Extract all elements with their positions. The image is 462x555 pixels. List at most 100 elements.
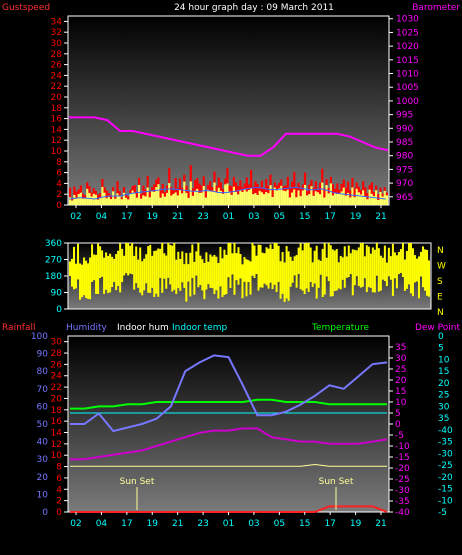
gust-tick-label: 0 [56,201,62,211]
wind-speed-bar [73,194,76,205]
bottom-time-label: 19 [147,519,159,529]
wind-speed-bar [150,191,154,205]
wind-speed-bar [163,196,166,205]
gust-tick-label: 20 [51,93,63,103]
temperature-tick-label: -10 [395,442,410,452]
humidity-tick-label: 0 [42,508,48,518]
gust-tick-label: 24 [51,71,63,81]
wind-speed-bar [284,191,287,205]
wind-speed-bar [308,194,311,205]
wind-speed-bar [377,199,380,205]
baro-tick-label: 1015 [396,56,419,66]
barometer-line [69,116,389,157]
baro-tick-label: 1030 [396,15,419,25]
wind-speed-bar [230,194,233,205]
compass-label: N [437,246,444,256]
wind-speed-bar [118,196,121,205]
wind-speed-bar [291,192,294,205]
wind-speed-bar [312,195,315,205]
wind-speed-bar [129,193,132,205]
rainfall-tick-label: 24 [51,372,63,382]
baro-tick-label: 1025 [396,28,419,38]
sunset-label: Sun Set [319,477,354,487]
top-time-label: 17 [121,212,132,222]
wind-speed-bar [351,187,354,205]
wind-speed-bar [144,196,147,205]
sunset-label: Sun Set [120,477,155,487]
top-time-label: 21 [172,212,183,222]
wind-speed-bar [215,191,218,205]
wind-speed-bar [267,193,270,205]
gust-tick-label: 34 [51,17,63,27]
legend-indoor-temp: Indoor temp [172,323,227,333]
rainfall-tick-label: 2 [56,497,62,507]
gust-tick-label: 16 [51,115,63,125]
baro-tick-label: 980 [396,152,413,162]
wind-speed-bar [362,190,365,205]
wind-speed-bar [353,197,356,205]
wind-speed-bar [191,195,195,205]
wind-speed-bar [355,188,358,205]
wind-speed-bar [176,195,179,205]
wind-speed-bar [125,197,128,205]
baro-tick-label: 1000 [396,97,419,107]
wind-speed-bar [325,185,328,205]
dew-point-tick-label: -20 [438,473,453,483]
bottom-time-label: 21 [172,519,183,529]
bottom-time-label: 05 [274,519,285,529]
bottom-time-label: 23 [197,519,208,529]
wind-speed-bar [200,192,203,205]
wind-speed-bar [211,191,214,205]
wind-speed-bar [142,195,145,205]
wind-speed-bar [234,192,238,205]
wind-speed-bar [172,193,175,205]
rainfall-tick-label: 20 [51,394,63,404]
baro-tick-label: 1010 [396,70,419,80]
wind-speed-bar [114,198,117,205]
top-time-label: 19 [350,212,362,222]
humidity-tick-label: 10 [37,490,49,500]
wind-speed-bar [99,198,102,205]
baro-tick-label: 995 [396,111,413,121]
gust-tick-label: 18 [51,104,63,114]
dew-point-tick-label: -30 [438,449,453,459]
wind-speed-bar [280,185,283,205]
wind-speed-bar [101,186,104,205]
humidity-tick-label: 60 [37,402,49,412]
wind-speed-bar [219,190,223,205]
wind-speed-bar [157,184,160,205]
rainfall-tick-label: 12 [51,440,62,450]
wind-speed-bar [250,188,253,205]
bottom-time-label: 03 [248,519,259,529]
wind-speed-bar [340,191,343,205]
rainfall-tick-label: 18 [51,406,63,416]
temperature-tick-label: 10 [395,398,407,408]
rainfall-tick-label: 10 [51,451,63,461]
dew-point-tick-label: 30 [438,402,450,412]
wind-speed-bar [359,194,363,205]
gust-tick-label: 14 [51,125,63,135]
top-time-label: 15 [299,212,310,222]
humidity-tick-label: 100 [31,332,48,342]
compass-label: W [437,262,446,272]
wind-speed-bar [243,188,246,205]
gust-baro-chart: 0246810121416182022242628303234965970975… [51,15,420,222]
humidity-tick-label: 80 [37,367,49,377]
compass-label: E [437,293,443,303]
humidity-tick-label: 50 [37,420,49,430]
temperature-tick-label: 5 [395,409,401,419]
top-time-label: 02 [70,212,81,222]
dew-point-tick-label: -10 [438,496,453,506]
wind-speed-bar [241,192,244,205]
wind-speed-bar [189,181,192,205]
wind-speed-bar [254,193,257,205]
wind-speed-bar [105,198,108,205]
dew-point-tick-label: -40 [438,426,453,436]
dir-tick-label: 360 [45,239,62,249]
rainfall-tick-label: 30 [51,338,63,348]
wind-speed-bar [295,197,298,205]
top-time-label: 01 [223,212,234,222]
wind-speed-bar [170,195,173,205]
wind-speed-bar [92,193,95,205]
